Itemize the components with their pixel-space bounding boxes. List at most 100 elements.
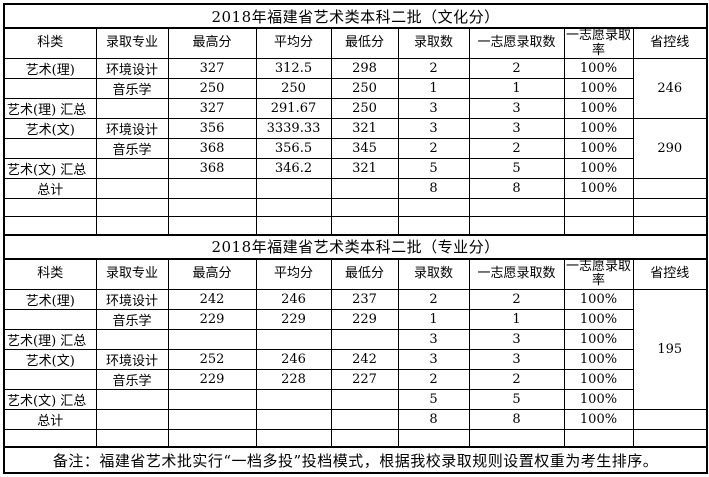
cell-max-score: [167, 216, 257, 236]
cell-major: 音乐学: [95, 308, 169, 330]
cell-avg-score: 356.5: [255, 138, 332, 160]
cell-first-choice-count: 1: [468, 78, 565, 100]
cell-first-choice-rate: 100%: [563, 288, 634, 310]
cell-category: 艺术(文) 汇总: [3, 158, 97, 180]
cell-admit-count: 8: [397, 178, 470, 200]
cell-admit-count: [397, 428, 470, 448]
footnote: 备注：福建省艺术批实行“一档多投”投档模式，根据我校录取规则设置权重为考生排序。: [3, 446, 708, 474]
cell-admit-count: 2: [397, 58, 470, 80]
cell-min-score: 237: [330, 288, 399, 310]
cell-major: [95, 158, 169, 180]
cell-category: 总计: [3, 408, 97, 430]
cell-first-choice-count: 2: [468, 138, 565, 160]
cell-major: 音乐学: [95, 138, 169, 160]
cell-province-line: [632, 178, 708, 200]
cell-max-score: [167, 428, 257, 448]
table-row: 音乐学 229 228 227 2 2 100%: [3, 368, 707, 390]
cell-category: [3, 368, 97, 390]
header-first-choice-count: 一志愿录取数: [468, 27, 565, 60]
cell-category: [3, 198, 97, 218]
table-row: [3, 216, 708, 236]
cell-first-choice-count: 3: [468, 118, 565, 140]
cell-first-choice-rate: 100%: [563, 78, 634, 100]
cell-first-choice-rate: 100%: [563, 328, 634, 350]
table-row: 科类 录取专业 最高分 平均分 最低分 录取数 一志愿录取数 一志愿录取率 省控…: [3, 27, 708, 60]
cell-min-score: 250: [330, 98, 399, 120]
header-province-line: 省控线: [632, 27, 708, 60]
cell-min-score: 250: [330, 78, 399, 100]
cell-min-score: 298: [330, 58, 399, 80]
cell-first-choice-count: 2: [468, 368, 565, 390]
table-row: 总计 8 8 100%: [3, 178, 708, 200]
cell-category: [3, 308, 97, 330]
cell-major: [95, 178, 169, 200]
cell-first-choice-count: 8: [468, 408, 565, 430]
table-row: 艺术(理) 汇总 3 3 100%: [3, 328, 707, 350]
cell-first-choice-count: 1: [468, 308, 565, 330]
header-province-line: 省控线: [632, 258, 708, 290]
cell-avg-score: [255, 178, 332, 200]
cell-admit-count: [397, 198, 470, 218]
cell-max-score: 250: [167, 78, 257, 100]
cell-avg-score: [255, 198, 332, 218]
header-max-score: 最高分: [167, 258, 257, 290]
cell-max-score: [167, 328, 257, 350]
cell-category: [3, 78, 97, 100]
cell-min-score: [330, 216, 399, 236]
cell-first-choice-rate: 100%: [563, 58, 634, 80]
cell-avg-score: 3339.33: [255, 118, 332, 140]
cell-province-line: [632, 216, 708, 236]
cell-avg-score: 250: [255, 78, 332, 100]
table-row: 备注：福建省艺术批实行“一档多投”投档模式，根据我校录取规则设置权重为考生排序。: [3, 446, 708, 474]
cell-min-score: 229: [330, 308, 399, 330]
cell-category: 艺术(理) 汇总: [3, 98, 97, 120]
cell-avg-score: [255, 216, 332, 236]
table-row: 2018年福建省艺术类本科二批（专业分）: [3, 233, 708, 260]
cell-admit-count: [397, 216, 470, 236]
cell-avg-score: 312.5: [255, 58, 332, 80]
cell-max-score: 327: [167, 58, 257, 80]
cell-province-line: [632, 198, 708, 218]
cell-avg-score: [255, 408, 332, 430]
cell-admit-count: 2: [397, 368, 470, 390]
cell-min-score: [330, 198, 399, 218]
cell-max-score: 368: [167, 138, 257, 160]
cell-major: 环境设计: [95, 118, 169, 140]
cell-first-choice-rate: 100%: [563, 388, 634, 410]
cell-major: [95, 328, 169, 350]
cell-avg-score: 228: [255, 368, 332, 390]
cell-major: 环境设计: [95, 58, 169, 80]
cell-first-choice-rate: 100%: [563, 118, 634, 140]
cell-first-choice-rate: 100%: [563, 408, 634, 430]
table-row: 艺术(文) 环境设计 356 3339.33 321 3 3 100% 290: [3, 118, 708, 180]
table-row: 艺术(文) 汇总 5 5 100%: [3, 388, 707, 410]
cell-first-choice-count: 2: [468, 58, 565, 80]
cell-category: 艺术(文): [3, 118, 97, 140]
cell-admit-count: 5: [397, 388, 470, 410]
cell-avg-score: [255, 328, 332, 350]
cell-first-choice-count: [468, 428, 565, 448]
cell-category: 艺术(理): [3, 58, 97, 80]
cell-major: [95, 428, 169, 448]
cell-avg-score: 246: [255, 348, 332, 370]
cell-first-choice-rate: 100%: [563, 98, 634, 120]
cell-avg-score: 246: [255, 288, 332, 310]
cell-avg-score: [255, 428, 332, 448]
cell-province-line: 195: [632, 288, 708, 410]
cell-major: 环境设计: [95, 288, 169, 310]
table-row: 艺术(理) 环境设计 242 246 237 2 2 100% 195: [3, 288, 708, 410]
cell-major: [95, 198, 169, 218]
cell-avg-score: 346.2: [255, 158, 332, 180]
cell-category: [3, 138, 97, 160]
header-category: 科类: [3, 27, 97, 60]
cell-first-choice-count: [468, 198, 565, 218]
cell-max-score: [167, 178, 257, 200]
table-row: 艺术(理) 环境设计 327 312.5 298 2 2 100% 246: [3, 58, 708, 120]
header-major: 录取专业: [95, 27, 169, 60]
header-major: 录取专业: [95, 258, 169, 290]
cell-province-line: 246: [632, 58, 708, 120]
cell-admit-count: 3: [397, 328, 470, 350]
cell-first-choice-rate: [563, 216, 634, 236]
table-row: 总计 8 8 100%: [3, 408, 708, 430]
cell-admit-count: 3: [397, 118, 470, 140]
